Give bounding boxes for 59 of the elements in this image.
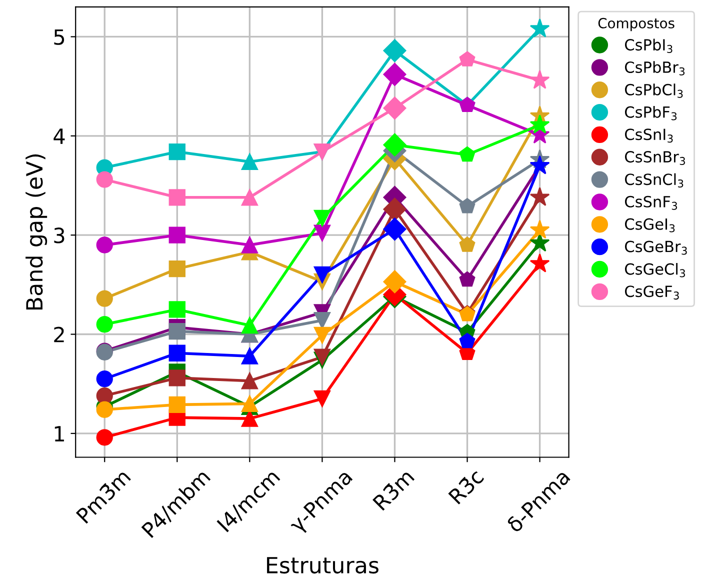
point bbox=[314, 224, 331, 242]
y-tick-label: 5 bbox=[54, 29, 64, 45]
point bbox=[96, 401, 113, 418]
legend-label: CsPbCl$_{3}$ bbox=[625, 84, 683, 98]
point bbox=[96, 236, 113, 254]
point bbox=[459, 236, 476, 252]
x-tick-label: R3̄c bbox=[448, 468, 484, 505]
y-tick-label: 3 bbox=[54, 228, 64, 244]
point bbox=[459, 198, 476, 214]
legend-label: CsSnI$_{3}$ bbox=[625, 128, 673, 143]
point bbox=[168, 260, 186, 278]
point bbox=[459, 271, 476, 287]
point bbox=[168, 370, 186, 386]
point bbox=[96, 171, 113, 188]
point bbox=[314, 266, 331, 284]
legend-label: CsSnCl$_{3}$ bbox=[625, 173, 684, 188]
point bbox=[168, 189, 186, 206]
legend-label: CsPbBr$_{3}$ bbox=[625, 61, 685, 76]
legend-label: CsGeF$_{3}$ bbox=[625, 286, 679, 300]
point bbox=[168, 322, 186, 340]
point bbox=[96, 290, 113, 307]
point bbox=[241, 189, 258, 206]
legend-label: CsPbF$_{3}$ bbox=[625, 106, 677, 120]
point bbox=[241, 348, 258, 364]
point bbox=[96, 370, 113, 388]
point bbox=[314, 210, 331, 227]
point bbox=[241, 236, 258, 254]
x-axis-title: Estruturas bbox=[267, 557, 378, 574]
legend-label: CsPbI$_{3}$ bbox=[625, 38, 672, 54]
legend-title: Compostos bbox=[598, 18, 674, 32]
point bbox=[168, 344, 186, 362]
point bbox=[96, 429, 113, 446]
point bbox=[168, 143, 186, 160]
point bbox=[168, 226, 186, 244]
y-tick-label: 1 bbox=[54, 426, 64, 442]
point bbox=[241, 153, 258, 170]
y-tick-label: 4 bbox=[54, 128, 65, 144]
point bbox=[314, 326, 331, 344]
y-axis-title: Band gap (eV) bbox=[26, 154, 48, 310]
point bbox=[241, 317, 258, 334]
legend-label: CsGeBr$_{3}$ bbox=[625, 240, 687, 255]
point bbox=[241, 395, 258, 412]
legend-label: CsGeCl$_{3}$ bbox=[625, 262, 686, 278]
y-tick-label: 2 bbox=[54, 326, 64, 342]
point bbox=[168, 301, 186, 318]
point bbox=[459, 146, 476, 162]
point bbox=[96, 387, 113, 404]
point bbox=[459, 332, 476, 348]
legend-label: CsGeI$_{3}$ bbox=[625, 218, 675, 232]
legend-label: CsSnF$_{3}$ bbox=[625, 196, 678, 210]
point bbox=[241, 410, 258, 427]
point bbox=[314, 348, 331, 366]
point bbox=[96, 316, 113, 333]
point bbox=[459, 51, 476, 66]
point bbox=[168, 396, 186, 414]
point bbox=[314, 390, 331, 408]
legend-label: CsSnBr$_{3}$ bbox=[625, 151, 686, 166]
point bbox=[314, 312, 331, 329]
point bbox=[241, 372, 258, 390]
